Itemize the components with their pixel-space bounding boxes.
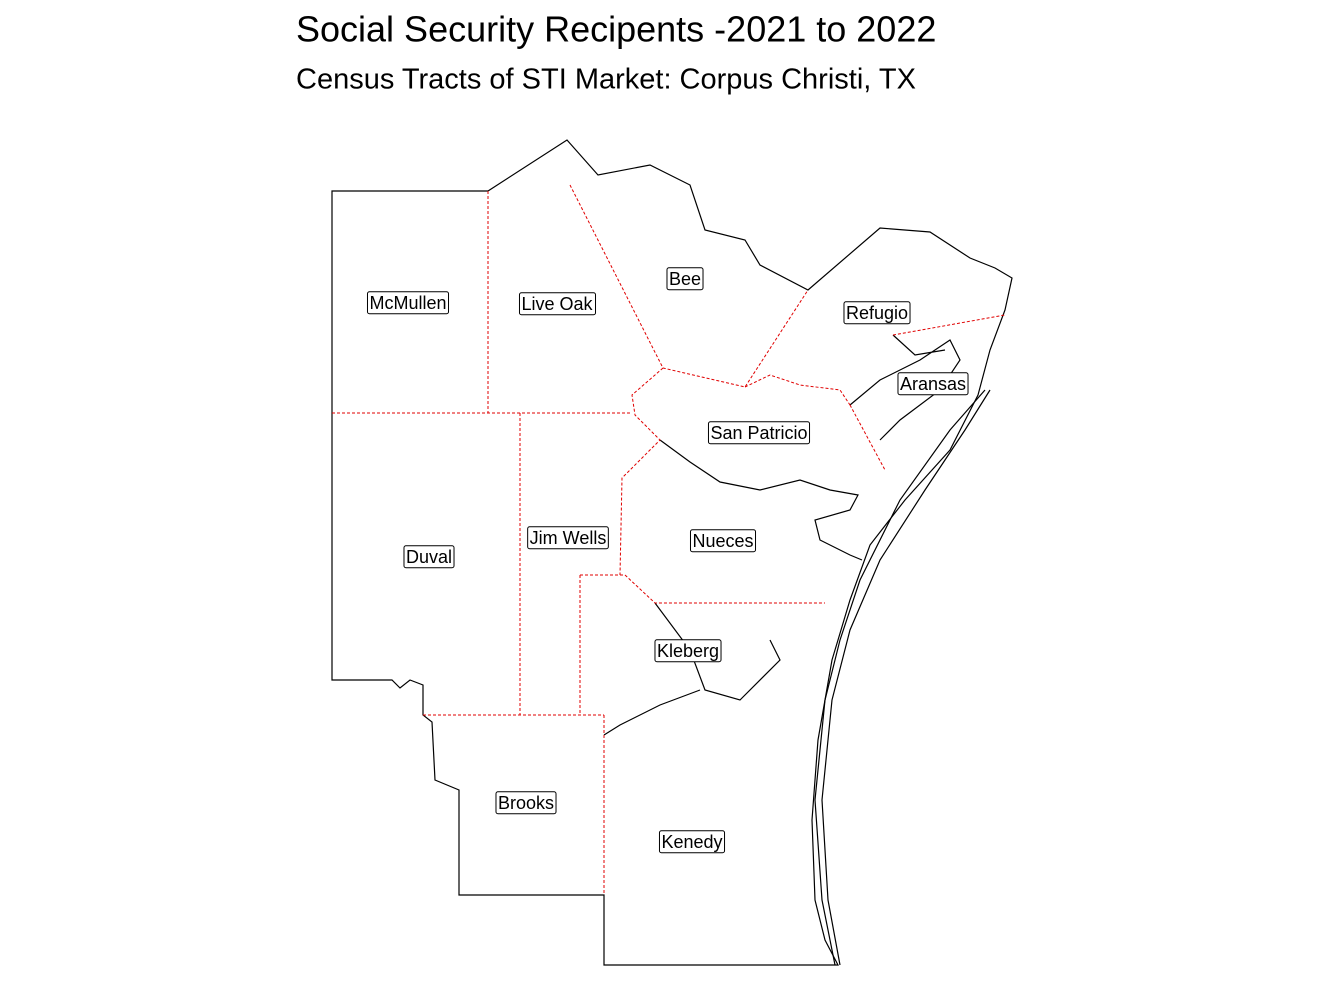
barrier-island	[821, 389, 991, 966]
label-box	[897, 372, 969, 396]
label-box	[654, 639, 722, 663]
county-label: Kleberg	[657, 641, 719, 661]
county-label: San Patricio	[710, 423, 807, 443]
county-label: Nueces	[692, 531, 753, 551]
county-boundary	[332, 184, 1006, 895]
label-box	[518, 292, 597, 316]
label-box	[707, 421, 811, 445]
label-box	[689, 529, 757, 553]
label-box	[658, 830, 726, 854]
label-box	[366, 291, 450, 315]
county-label: Aransas	[900, 374, 966, 394]
region-outline	[331, 139, 1013, 966]
label-box	[527, 526, 609, 550]
county-label: Kenedy	[661, 832, 722, 852]
bay-shore	[603, 334, 986, 966]
label-box	[403, 545, 455, 569]
county-label: Refugio	[846, 303, 908, 323]
county-label: Brooks	[498, 793, 554, 813]
county-labels: McMullen Live Oak Bee Refugio Aransas Sa…	[366, 267, 969, 854]
label-box	[843, 301, 911, 325]
map-subtitle: Census Tracts of STI Market: Corpus Chri…	[296, 64, 916, 96]
county-label: Live Oak	[521, 294, 593, 314]
label-box	[495, 791, 557, 815]
county-label: McMullen	[369, 293, 446, 313]
county-label: Duval	[406, 547, 452, 567]
county-label: Jim Wells	[530, 528, 607, 548]
map-title: Social Security Recipents -2021 to 2022	[296, 9, 936, 50]
label-box	[666, 267, 704, 291]
county-label: Bee	[669, 269, 701, 289]
